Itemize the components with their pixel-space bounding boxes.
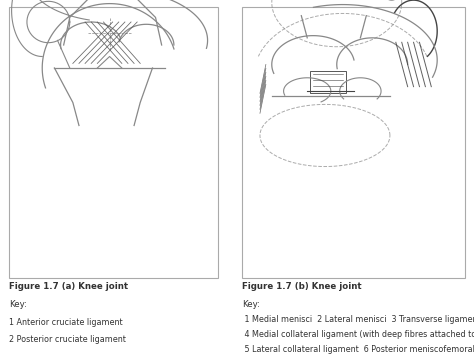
- Bar: [310, 71, 346, 93]
- Text: Figure 1.7 (b) Knee joint: Figure 1.7 (b) Knee joint: [242, 282, 361, 291]
- Text: Figure 1.7 (a) Knee joint: Figure 1.7 (a) Knee joint: [9, 282, 128, 291]
- Text: 2 Posterior cruciate ligament: 2 Posterior cruciate ligament: [9, 335, 127, 344]
- Text: 1 Medial menisci  2 Lateral menisci  3 Transverse ligament: 1 Medial menisci 2 Lateral menisci 3 Tra…: [242, 315, 474, 324]
- Text: Key:: Key:: [242, 300, 260, 309]
- Text: 5 Lateral collateral ligament  6 Posterior meniscofemoral ligament: 5 Lateral collateral ligament 6 Posterio…: [242, 345, 474, 354]
- Bar: [9, 7, 218, 278]
- Text: 4 Medial collateral ligament (with deep fibres attached to meniscus: 4 Medial collateral ligament (with deep …: [242, 330, 474, 339]
- Text: Key:: Key:: [9, 300, 27, 309]
- Text: 1 Anterior cruciate ligament: 1 Anterior cruciate ligament: [9, 318, 123, 326]
- Bar: [242, 7, 465, 278]
